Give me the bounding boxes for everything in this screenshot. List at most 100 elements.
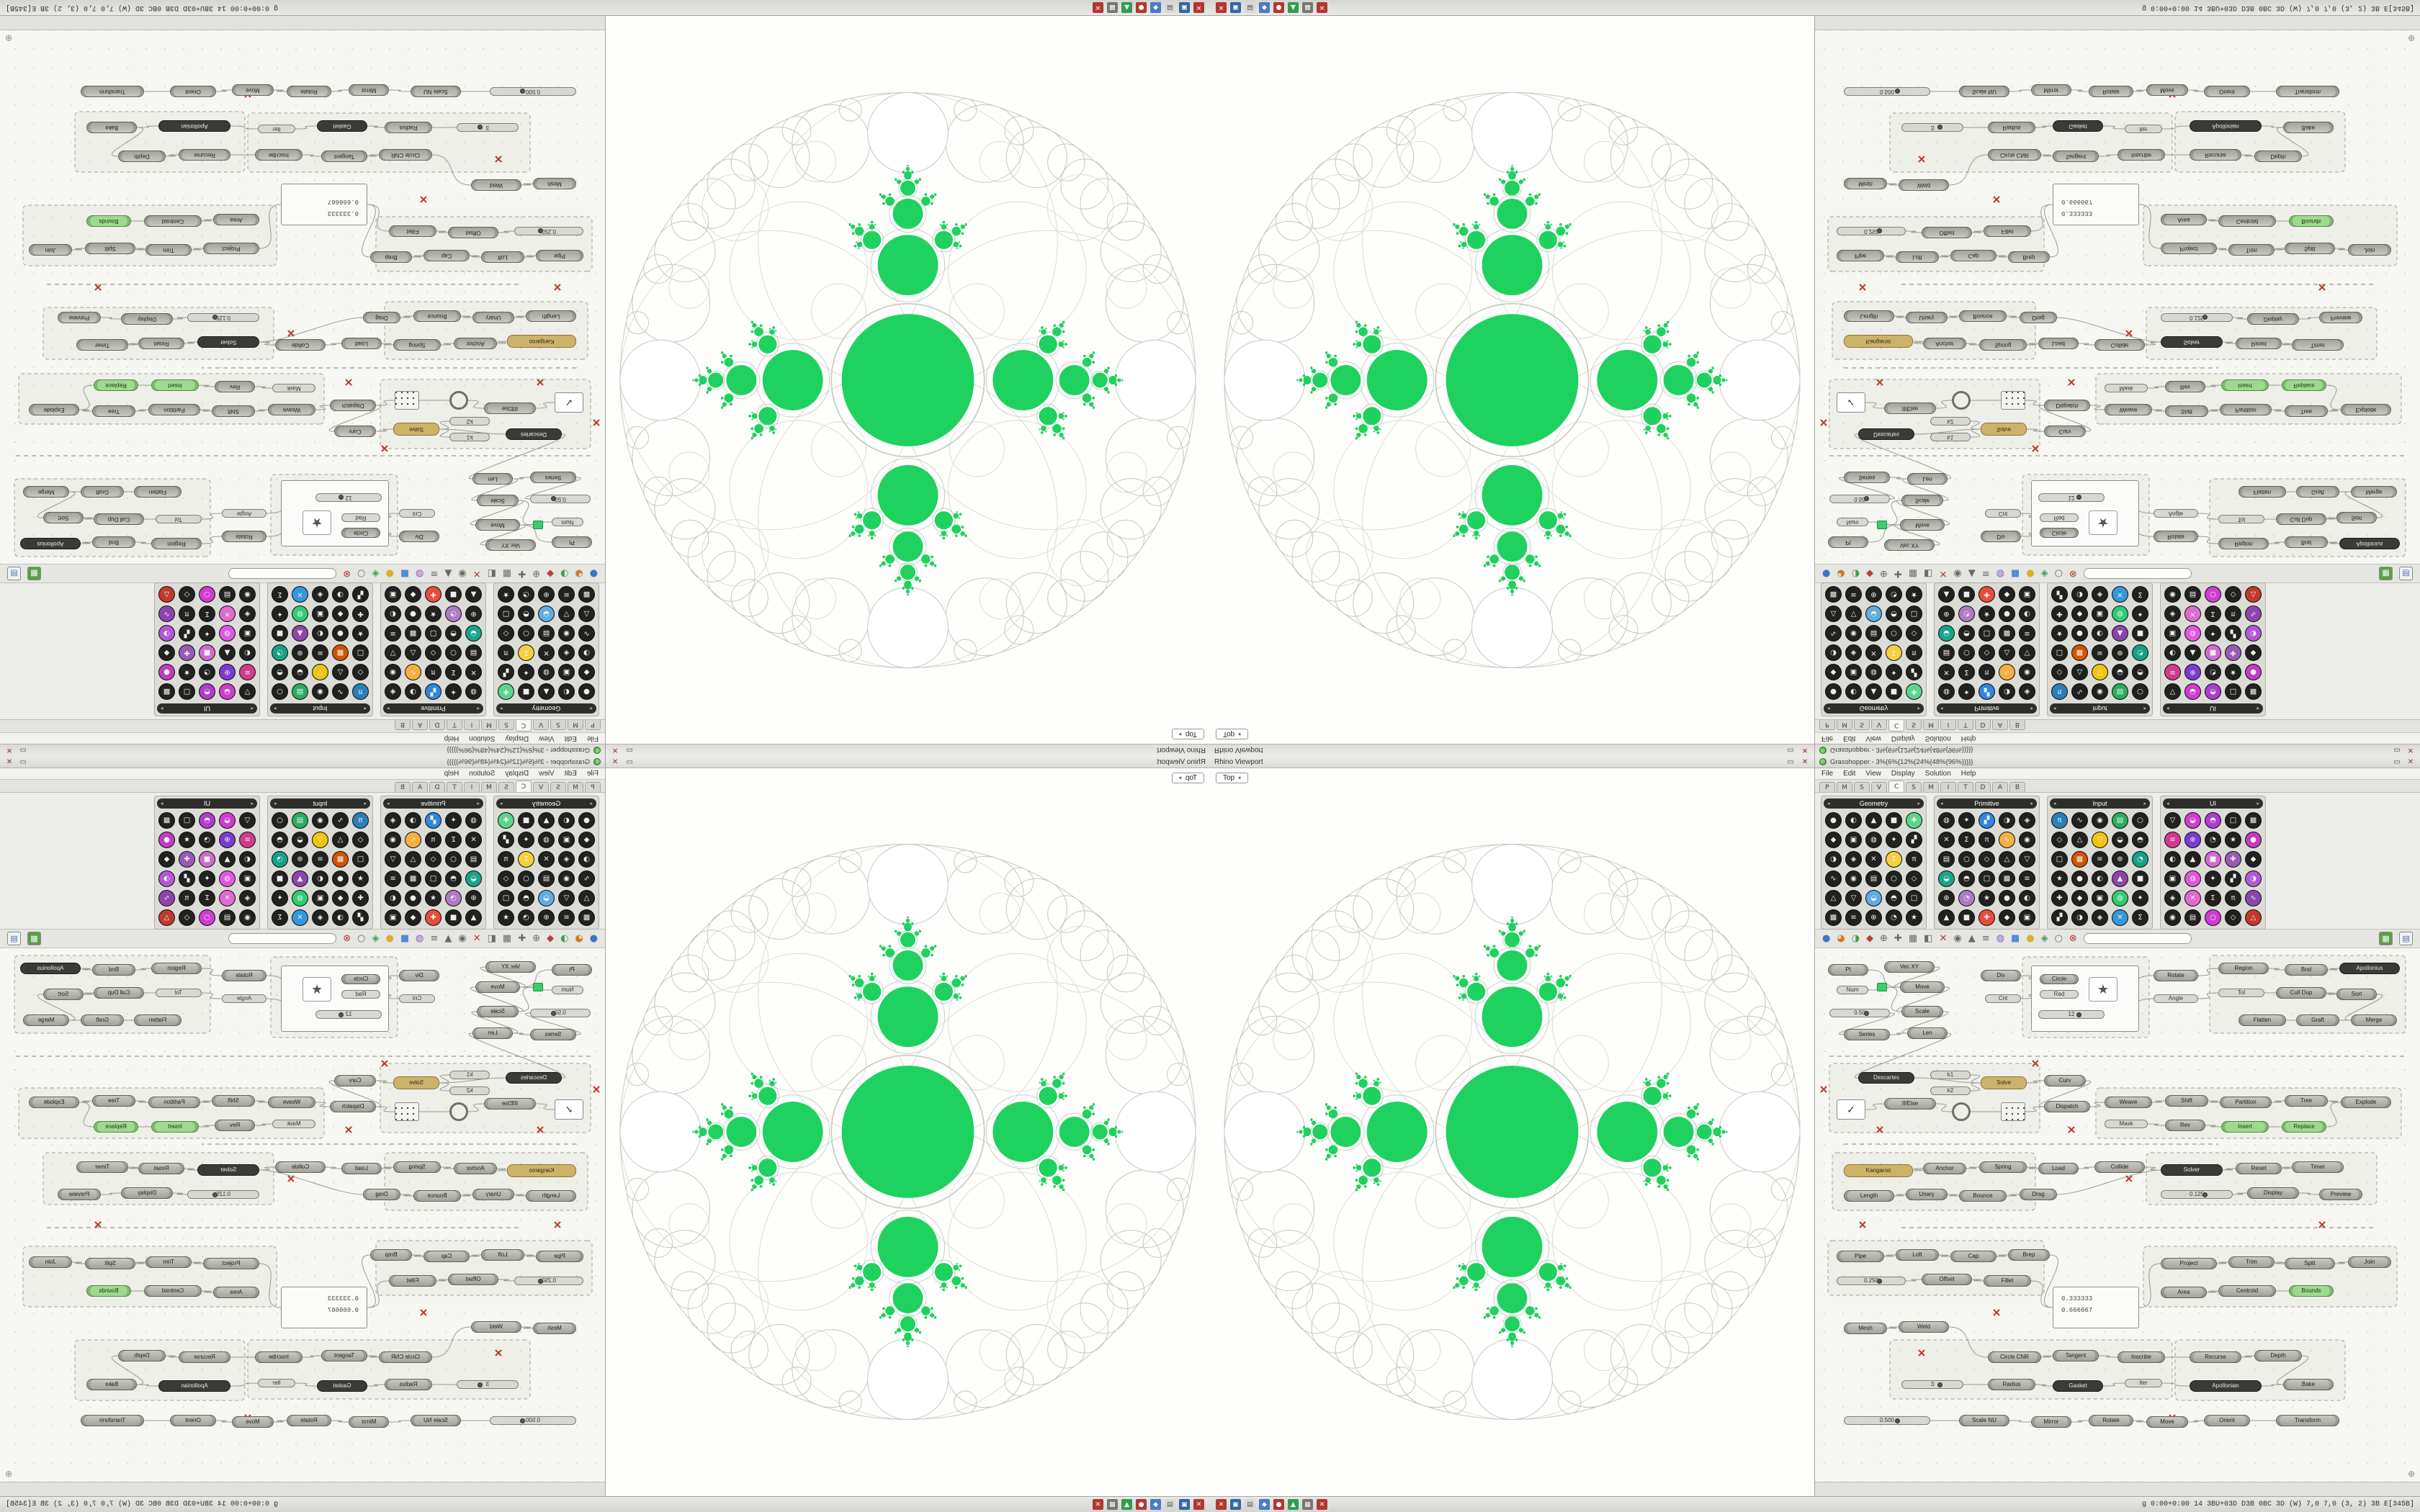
palette-icon[interactable]: ▲ (219, 644, 236, 662)
gh-node[interactable]: Rotate (2154, 531, 2198, 542)
gh-category-tab[interactable]: S (550, 720, 566, 730)
gh-node[interactable]: Flatten (2238, 1014, 2286, 1026)
palette-icon[interactable]: ● (158, 664, 175, 681)
palette-icon[interactable]: ◔ (2205, 664, 2221, 681)
gh-category-tab[interactable]: T (1958, 782, 1973, 792)
palette-icon[interactable]: ▩ (578, 909, 595, 926)
gh-node[interactable]: Region (151, 963, 202, 974)
gh-node[interactable]: Insert (151, 1121, 199, 1133)
palette-icon[interactable]: ● (405, 606, 421, 623)
gh-category-tab[interactable]: V (533, 782, 549, 792)
gh-node[interactable]: Centroid (2218, 1285, 2276, 1297)
palette-icon[interactable]: △ (2245, 909, 2262, 926)
palette-icon[interactable]: ≡ (2092, 644, 2108, 662)
gh-node[interactable]: Curv (2044, 1075, 2086, 1086)
palette-icon[interactable]: ▲ (538, 683, 555, 701)
toolbar-icon[interactable]: ▲ (444, 568, 452, 579)
palette-icon[interactable]: ✦ (445, 683, 462, 701)
palette-icon[interactable]: ● (332, 625, 349, 642)
palette-icon[interactable]: ∿ (2245, 606, 2262, 623)
palette-icon[interactable]: ✕ (538, 644, 555, 662)
gh-category-tab[interactable]: B (2009, 720, 2025, 730)
palette-icon[interactable]: ★ (179, 831, 195, 848)
gh-node[interactable]: Pt (552, 964, 592, 976)
palette-icon[interactable]: Σ (2132, 909, 2148, 926)
gh-node[interactable]: Display (121, 1187, 173, 1199)
toolbar-icon[interactable]: ◑ (560, 933, 569, 944)
gh-node[interactable]: 0.666667 (2061, 198, 2093, 206)
palette-icon[interactable]: ▤ (2184, 586, 2201, 603)
gh-node[interactable] (2001, 391, 2025, 410)
palette-icon[interactable]: ✦ (2132, 606, 2148, 623)
tray-icon[interactable]: ◆ (1150, 1499, 1161, 1510)
palette-icon[interactable]: ◔ (2205, 831, 2221, 848)
gh-node[interactable]: If/Else (1884, 402, 1936, 414)
palette-icon[interactable]: ◑ (1999, 811, 2015, 829)
palette-icon[interactable]: ≡ (312, 644, 328, 662)
gh-node[interactable]: Loft (1896, 1249, 1939, 1261)
toolbar-button[interactable]: ▤ (7, 567, 21, 580)
palette-icon[interactable]: ▤ (1938, 850, 1955, 868)
gh-node[interactable] (395, 391, 419, 410)
palette-icon[interactable]: ◓ (2132, 664, 2148, 681)
palette-icon[interactable]: ▞ (2225, 625, 2241, 642)
tray-icon[interactable]: ✕ (1093, 1499, 1103, 1510)
palette-icon[interactable]: ■ (1958, 586, 1975, 603)
gh-node[interactable]: Sort (43, 512, 84, 523)
palette-group-header[interactable]: ◂ Geometry ▸ (496, 798, 596, 809)
palette-icon[interactable]: ✦ (1886, 831, 1902, 848)
gh-node[interactable] (533, 521, 543, 529)
gh-node[interactable]: k2 (1930, 1086, 1971, 1095)
palette-icon[interactable]: ∿ (1825, 870, 1842, 887)
gh-node[interactable]: Project (2161, 243, 2217, 254)
search-input[interactable] (228, 568, 337, 579)
gh-node[interactable]: Move (232, 84, 274, 96)
palette-icon[interactable]: ◉ (2092, 811, 2108, 829)
gh-node[interactable]: Mirror (349, 1416, 389, 1428)
gh-node[interactable]: Cull Dup (94, 987, 144, 999)
palette-icon[interactable]: ◇ (498, 625, 514, 642)
gh-node[interactable]: Series (1844, 472, 1890, 483)
palette-icon[interactable]: ✦ (445, 811, 462, 829)
palette-icon[interactable]: △ (1825, 606, 1842, 623)
slider-knob[interactable] (1876, 228, 1882, 234)
gh-node[interactable]: Mask (2105, 384, 2148, 392)
palette-icon[interactable]: ◍ (465, 811, 482, 829)
gh-node[interactable]: Bounce (413, 1190, 461, 1202)
toolbar-icon[interactable]: ● (2026, 933, 2035, 944)
gh-node[interactable]: Inscribe (2118, 149, 2165, 161)
palette-icon[interactable]: ▣ (2164, 625, 2181, 642)
tray-icon[interactable]: ✕ (1193, 2, 1204, 13)
palette-icon[interactable]: ◈ (385, 683, 401, 701)
gh-node[interactable]: Trim (2228, 244, 2275, 256)
menu-item-file[interactable]: File (586, 770, 599, 778)
palette-icon[interactable]: ◉ (239, 586, 256, 603)
gh-node[interactable]: Unary (1906, 312, 1948, 323)
gh-node[interactable]: Trim (2228, 1256, 2275, 1268)
close-icon[interactable]: ✕ (2407, 746, 2414, 755)
menu-item-help[interactable]: Help (444, 770, 460, 778)
gh-category-tab[interactable]: C (1888, 720, 1904, 732)
palette-icon[interactable]: ▣ (2019, 909, 2035, 926)
palette-icon[interactable]: ▣ (558, 664, 575, 681)
gh-node[interactable]: Kangaroo (1844, 1164, 1913, 1177)
slider-knob[interactable] (1894, 1418, 1900, 1423)
gh-node[interactable]: Bake (2283, 122, 2334, 133)
gh-node[interactable]: Iter (2125, 125, 2162, 133)
slider-knob[interactable] (2076, 1012, 2082, 1017)
tray-icon[interactable]: ▲ (1121, 1499, 1132, 1510)
gh-node[interactable]: Region (151, 538, 202, 549)
palette-icon[interactable]: ★ (2051, 870, 2068, 887)
gh-node[interactable]: 0.50 (530, 1009, 591, 1017)
palette-icon[interactable]: ◍ (292, 606, 308, 623)
gh-node[interactable]: Loft (481, 1249, 524, 1261)
gh-node[interactable]: Explode (2341, 404, 2391, 415)
gh-node[interactable]: Solver (2161, 1164, 2223, 1176)
arrow-left-icon[interactable]: ◂ (2053, 706, 2056, 711)
arrow-right-icon[interactable]: ▸ (161, 801, 163, 806)
gh-node[interactable]: Solve (393, 1076, 439, 1089)
arrow-right-icon[interactable]: ▸ (1917, 801, 1920, 806)
gh-node[interactable]: Bounds (2289, 215, 2334, 227)
toolbar-icon[interactable]: ◈ (372, 933, 380, 944)
gh-node[interactable]: Div (1981, 531, 2021, 542)
